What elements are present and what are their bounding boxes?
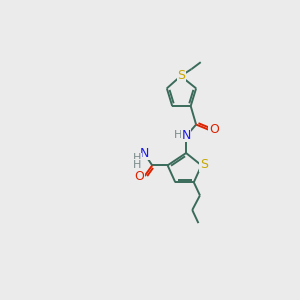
Text: N: N: [140, 146, 149, 160]
Text: O: O: [209, 123, 219, 136]
Text: S: S: [178, 69, 185, 82]
Text: H: H: [173, 130, 182, 140]
Text: N: N: [182, 129, 191, 142]
Text: H: H: [133, 160, 141, 170]
Text: O: O: [134, 169, 144, 183]
Text: H: H: [133, 153, 141, 164]
Text: S: S: [200, 158, 208, 171]
